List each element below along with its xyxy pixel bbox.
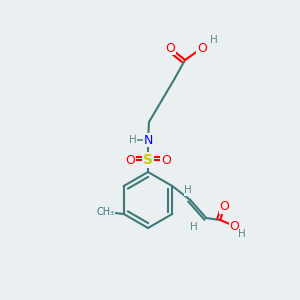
Text: O: O bbox=[229, 220, 239, 232]
Text: H: H bbox=[210, 35, 218, 45]
Text: O: O bbox=[197, 41, 207, 55]
Text: O: O bbox=[219, 200, 229, 214]
Text: CH₃: CH₃ bbox=[97, 207, 115, 217]
Text: H: H bbox=[238, 229, 246, 239]
Text: O: O bbox=[165, 41, 175, 55]
Text: H: H bbox=[184, 185, 192, 195]
Text: H: H bbox=[190, 222, 198, 232]
Text: H: H bbox=[129, 135, 137, 145]
Text: O: O bbox=[161, 154, 171, 166]
Text: S: S bbox=[143, 153, 153, 167]
Text: N: N bbox=[143, 134, 153, 146]
Text: O: O bbox=[125, 154, 135, 166]
